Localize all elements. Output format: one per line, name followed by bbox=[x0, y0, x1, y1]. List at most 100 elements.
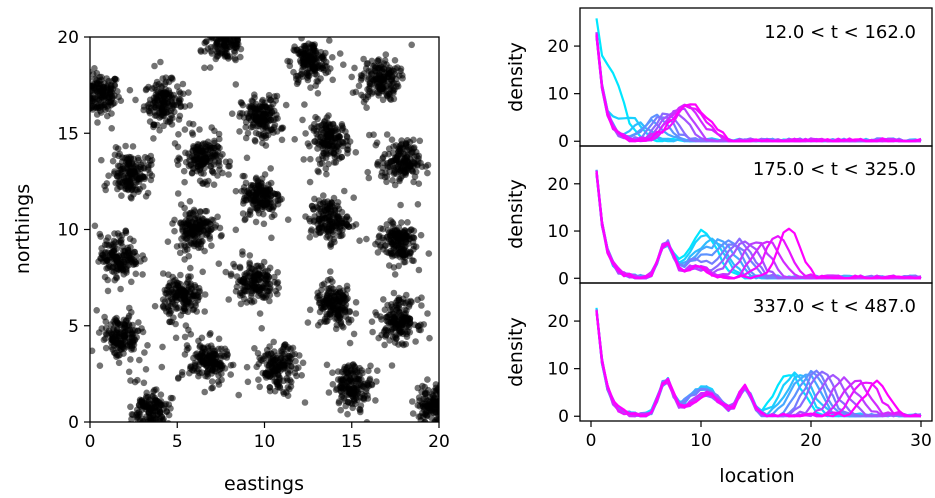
scatter-point bbox=[239, 101, 247, 109]
scatter-point bbox=[133, 406, 141, 414]
scatter-point bbox=[324, 143, 332, 150]
scatter-point bbox=[252, 218, 260, 226]
scatter-x-ticks: 0 5 10 15 20 bbox=[85, 422, 450, 452]
scatter-point bbox=[181, 126, 189, 133]
scatter-point bbox=[323, 361, 331, 369]
scatter-point bbox=[406, 138, 414, 146]
scatter-point bbox=[364, 91, 372, 99]
scatter-point bbox=[441, 400, 448, 407]
density-y-tick-label: 0 bbox=[558, 132, 569, 152]
scatter-point bbox=[310, 55, 318, 63]
scatter-point bbox=[188, 129, 196, 137]
scatter-point bbox=[134, 416, 141, 422]
scatter-point bbox=[225, 296, 232, 303]
scatter-point bbox=[239, 210, 247, 217]
scatter-point bbox=[335, 296, 343, 304]
scatter-point bbox=[414, 402, 422, 409]
scatter-point bbox=[390, 143, 397, 150]
scatter-point bbox=[459, 399, 466, 406]
scatter-point bbox=[445, 415, 452, 422]
scatter-point bbox=[425, 250, 433, 257]
scatter-point bbox=[404, 298, 412, 305]
scatter-point bbox=[289, 351, 296, 358]
scatter-point bbox=[229, 30, 236, 37]
scatter-point bbox=[140, 173, 147, 181]
scatter-point bbox=[216, 166, 223, 173]
scatter-point bbox=[142, 431, 149, 438]
scatter-point bbox=[338, 208, 346, 216]
scatter-point bbox=[155, 432, 162, 439]
scatter-point bbox=[329, 76, 337, 84]
scatter-point bbox=[125, 368, 133, 376]
scatter-point bbox=[420, 434, 427, 441]
scatter-point bbox=[165, 283, 173, 291]
scatter-point bbox=[404, 143, 412, 151]
scatter-point bbox=[372, 397, 379, 404]
scatter-point bbox=[271, 387, 279, 395]
scatter-point bbox=[305, 215, 313, 223]
scatter-point bbox=[208, 242, 215, 249]
scatter-point bbox=[262, 134, 270, 142]
scatter-point bbox=[143, 85, 150, 93]
scatter-point bbox=[434, 385, 439, 392]
scatter-point bbox=[421, 418, 429, 422]
scatter-point bbox=[383, 248, 390, 256]
scatter-point bbox=[109, 346, 116, 353]
scatter-point bbox=[410, 234, 417, 241]
scatter-point bbox=[450, 415, 457, 422]
scatter-point bbox=[283, 375, 291, 382]
density-y-tick-label: 10 bbox=[547, 360, 569, 380]
scatter-point bbox=[190, 354, 197, 362]
scatter-point bbox=[261, 285, 268, 292]
scatter-point bbox=[208, 378, 216, 385]
scatter-point bbox=[327, 65, 334, 72]
scatter-point bbox=[109, 157, 117, 165]
scatter-point bbox=[236, 263, 244, 271]
scatter-point bbox=[144, 102, 152, 109]
scatter-point bbox=[441, 403, 448, 410]
density-y-axis-label-1: density bbox=[505, 42, 527, 112]
scatter-point bbox=[409, 398, 416, 405]
scatter-point bbox=[387, 85, 394, 92]
scatter-x-tick-label: 20 bbox=[428, 432, 450, 452]
scatter-point bbox=[249, 123, 257, 131]
scatter-point bbox=[358, 91, 365, 99]
scatter-point bbox=[334, 134, 342, 142]
scatter-point bbox=[105, 329, 112, 337]
scatter-point bbox=[242, 215, 249, 223]
scatter-point bbox=[449, 410, 456, 417]
scatter-point bbox=[142, 366, 150, 373]
scatter-point bbox=[111, 151, 119, 159]
scatter-point bbox=[442, 413, 449, 420]
scatter-point bbox=[337, 377, 344, 385]
scatter-point bbox=[191, 232, 199, 240]
scatter-point bbox=[189, 120, 197, 128]
density-annotation-1: 12.0 < t < 162.0 bbox=[764, 22, 916, 43]
density-y-tick-label: 20 bbox=[547, 175, 569, 195]
scatter-point bbox=[342, 128, 349, 135]
scatter-point bbox=[225, 171, 232, 178]
scatter-point bbox=[227, 362, 235, 369]
scatter-point bbox=[377, 243, 384, 250]
scatter-point bbox=[384, 162, 391, 169]
scatter-point bbox=[338, 121, 346, 128]
scatter-point bbox=[199, 226, 207, 233]
scatter-point bbox=[322, 303, 329, 311]
scatter-point bbox=[232, 81, 240, 88]
scatter-point bbox=[258, 175, 266, 182]
scatter-point bbox=[284, 384, 292, 391]
density-series-line bbox=[595, 173, 922, 280]
scatter-point bbox=[122, 158, 130, 166]
density-series-line bbox=[595, 170, 922, 280]
scatter-point bbox=[104, 234, 112, 241]
scatter-point bbox=[266, 205, 273, 213]
scatter-point bbox=[159, 296, 167, 303]
scatter-point bbox=[288, 363, 295, 370]
scatter-point bbox=[444, 409, 451, 416]
scatter-point bbox=[149, 425, 156, 432]
scatter-point bbox=[152, 408, 159, 415]
scatter-point bbox=[226, 12, 233, 19]
scatter-point bbox=[407, 162, 414, 169]
scatter-point bbox=[301, 101, 308, 108]
scatter-point bbox=[357, 408, 364, 416]
